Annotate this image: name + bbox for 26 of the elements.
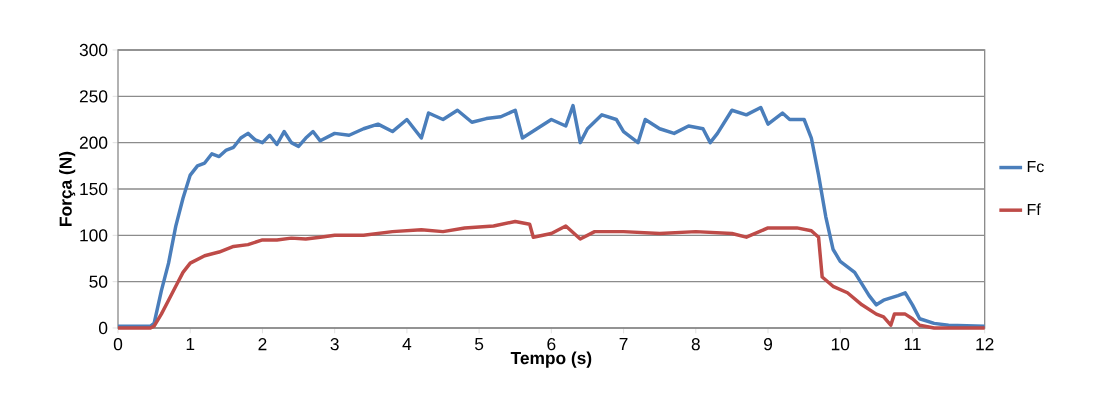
x-tick-label: 2 — [258, 338, 267, 351]
y-tick-label: 100 — [80, 229, 108, 242]
x-tick-label: 1 — [186, 338, 195, 350]
y-tick-label: 0 — [98, 321, 108, 335]
x-tick-label: 11 — [904, 338, 921, 350]
x-tick-label: 8 — [691, 338, 700, 351]
line-series — [116, 219, 987, 330]
y-tick-label: 300 — [79, 43, 108, 57]
x-tick-label: 10 — [831, 338, 850, 351]
y-tick-label: 250 — [79, 90, 108, 103]
y-tick-label: 150 — [80, 182, 108, 196]
line-series — [116, 103, 987, 328]
x-tick-label: 6 — [547, 338, 556, 351]
x-tick-label: 7 — [619, 338, 628, 350]
x-tick-label: 0 — [113, 338, 123, 351]
x-axis-title: Tempo (s) — [510, 351, 592, 368]
legend-label: Fc — [1027, 161, 1044, 173]
x-tick-label: 9 — [764, 338, 773, 351]
x-tick-label: 4 — [402, 338, 412, 350]
x-tick-label: 3 — [330, 338, 339, 351]
legend-label: Ff — [1027, 203, 1041, 215]
y-tick-label: 200 — [79, 136, 108, 149]
y-tick-label: 50 — [89, 275, 108, 288]
x-tick-label: 12 — [976, 338, 994, 351]
y-axis-title: Força (N) — [59, 151, 76, 226]
x-tick-label: 5 — [474, 338, 484, 351]
